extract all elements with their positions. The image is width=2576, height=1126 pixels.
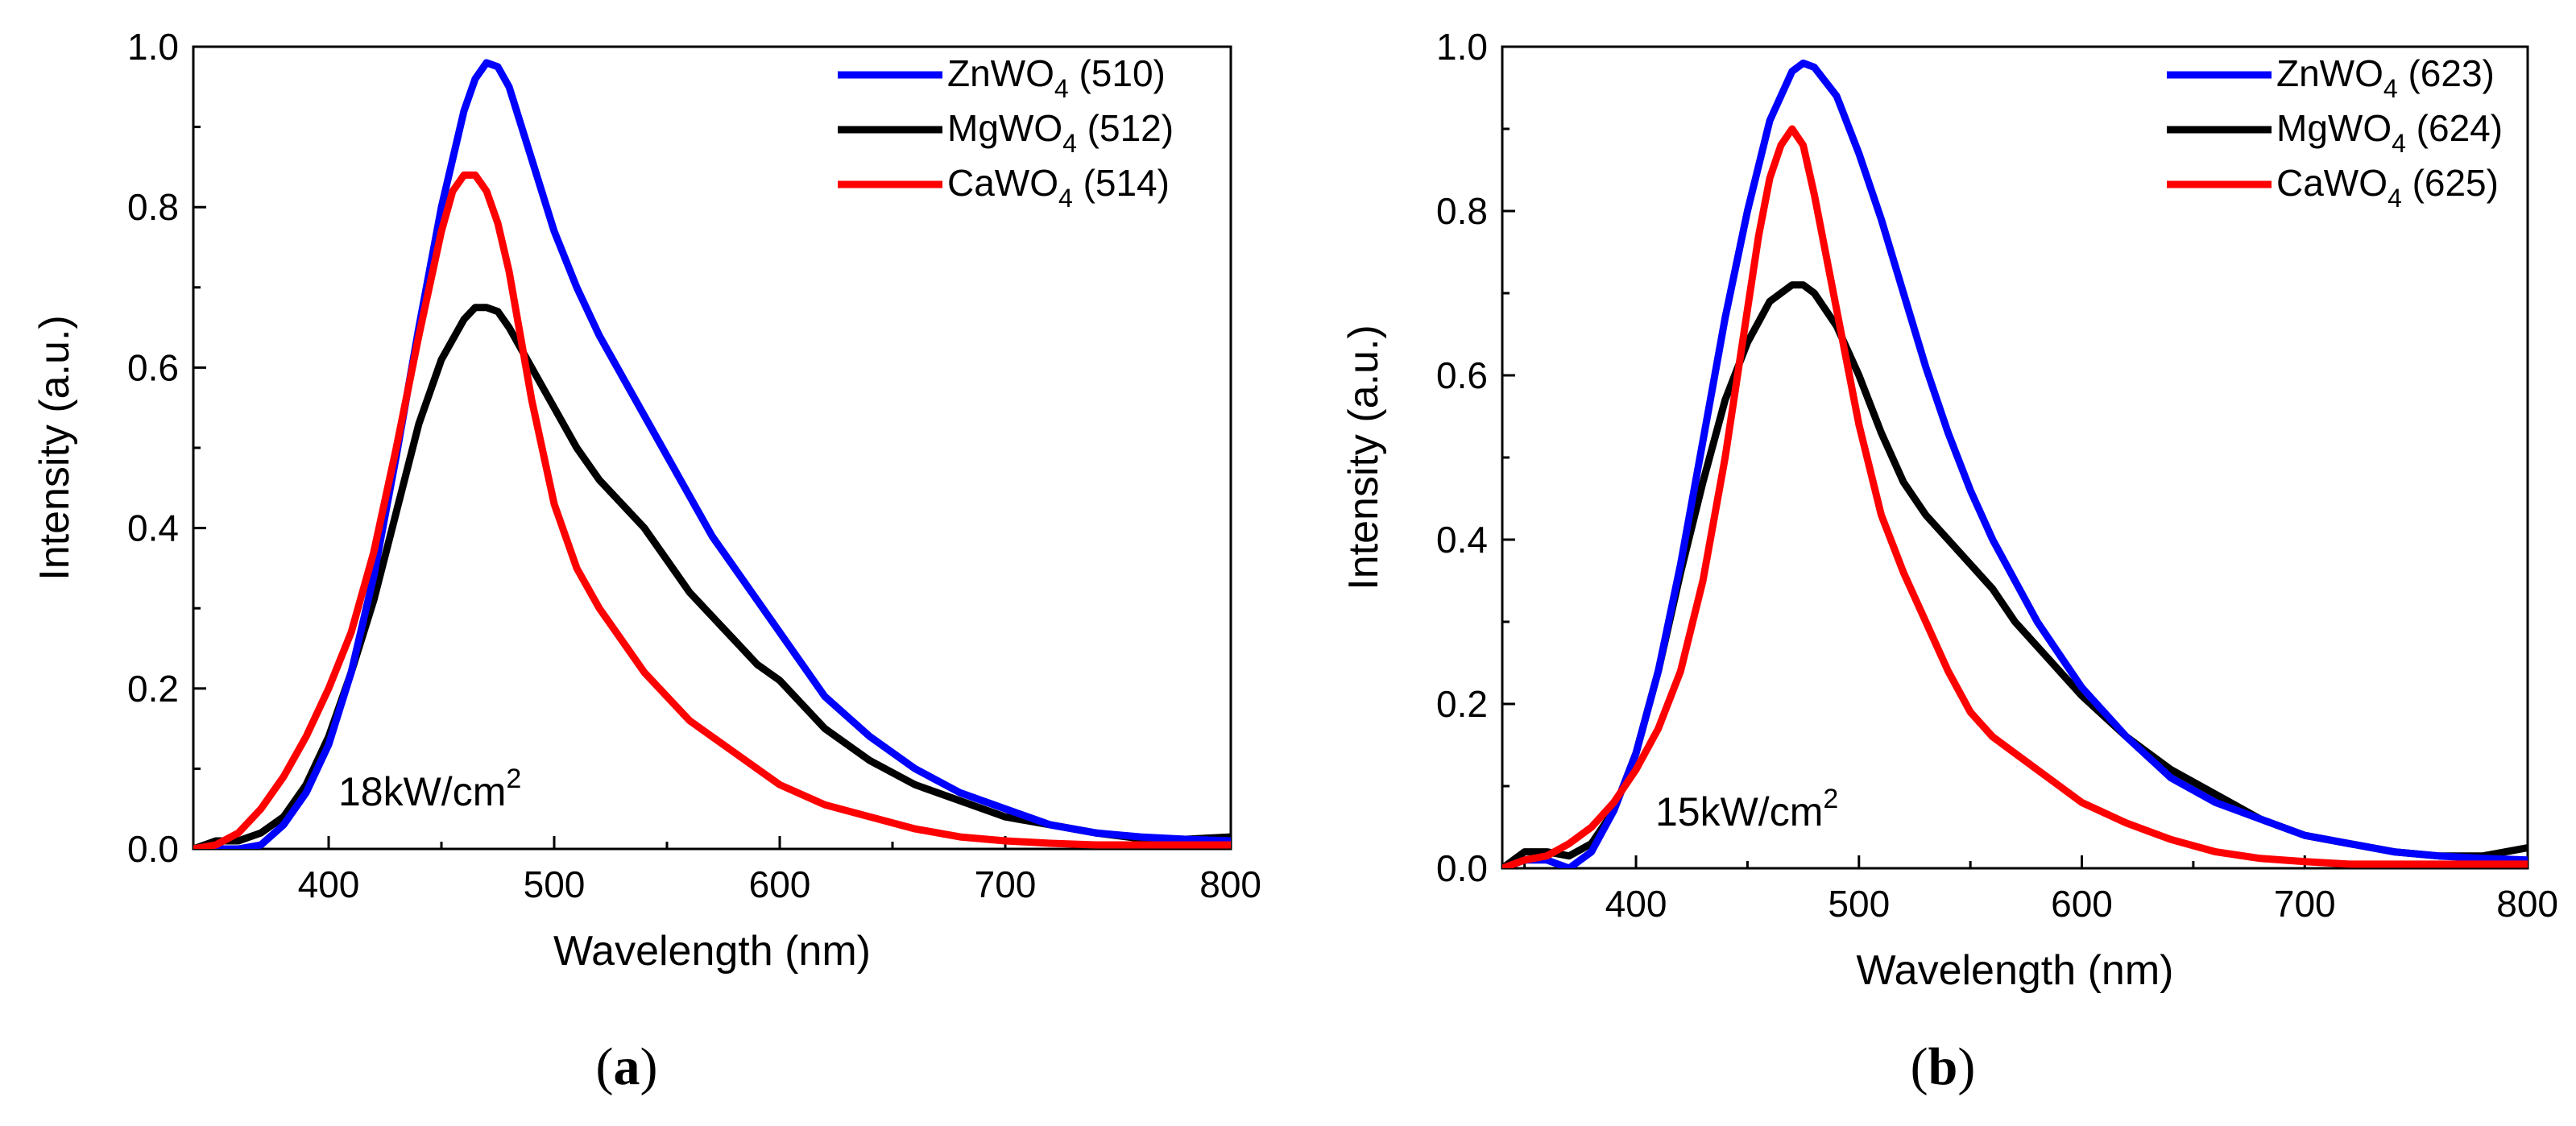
chart-panel-b: 0.0 0.2 0.4 0.6 0.8 1.0 400 500 600 700 800 Wavelen… — [1340, 26, 2558, 1096]
series-line-mgwo — [193, 304, 1231, 849]
series-line-cawo — [1502, 125, 2528, 868]
power-density-annotation: 18kW/cm2 — [338, 764, 521, 814]
legend-entry: CaWO4 (514) — [947, 162, 1170, 213]
y-tick-label: 0.4 — [1436, 519, 1488, 561]
x-tick-label: 700 — [2274, 883, 2336, 925]
y-tick-label: 0.0 — [127, 828, 179, 870]
x-tick-label: 800 — [2496, 883, 2558, 925]
panel-label: (a) — [596, 1037, 658, 1096]
legend-entry: ZnWO4 (510) — [947, 52, 1166, 103]
x-tick-label: 500 — [524, 863, 586, 905]
x-tick-label: 700 — [975, 863, 1037, 905]
x-tick-label: 800 — [1199, 863, 1261, 905]
y-tick-label: 1.0 — [1436, 26, 1488, 68]
y-tick-label: 0.0 — [1436, 847, 1488, 889]
panel-label: (b) — [1911, 1037, 1976, 1096]
power-density-annotation: 15kW/cm2 — [1655, 784, 1838, 834]
y-tick-label: 0.2 — [1436, 683, 1488, 725]
y-tick-label: 0.4 — [127, 507, 179, 549]
chart-panel-a: 0.0 0.2 0.4 0.6 0.8 1.0 400 500 600 700 800 Wavelen… — [31, 26, 1261, 1096]
legend-entry: CaWO4 (625) — [2276, 162, 2499, 213]
x-axis-title: Wavelength (nm) — [553, 928, 871, 975]
y-tick-label: 1.0 — [127, 26, 179, 68]
x-tick-label: 600 — [749, 863, 811, 905]
legend-entry: MgWO4 (624) — [2276, 107, 2503, 158]
y-tick-label: 0.6 — [127, 346, 179, 388]
series-line-cawo — [193, 171, 1231, 849]
y-tick-label: 0.6 — [1436, 354, 1488, 396]
legend-entry: MgWO4 (512) — [947, 107, 1174, 158]
x-axis-title: Wavelength (nm) — [1857, 947, 2174, 994]
legend-entry: ZnWO4 (623) — [2276, 52, 2495, 103]
x-tick-label: 500 — [1828, 883, 1890, 925]
y-tick-label: 0.8 — [1436, 190, 1488, 232]
series-line-znwo — [193, 59, 1231, 849]
y-tick-label: 0.2 — [127, 668, 179, 710]
y-tick-label: 0.8 — [127, 186, 179, 228]
series-line-znwo — [1502, 59, 2528, 868]
x-tick-label: 600 — [2051, 883, 2113, 925]
y-axis-title: Intensity (a.u.) — [1340, 325, 1387, 590]
x-tick-label: 400 — [298, 863, 360, 905]
y-axis-title: Intensity (a.u.) — [31, 315, 78, 580]
x-tick-label: 400 — [1605, 883, 1667, 925]
